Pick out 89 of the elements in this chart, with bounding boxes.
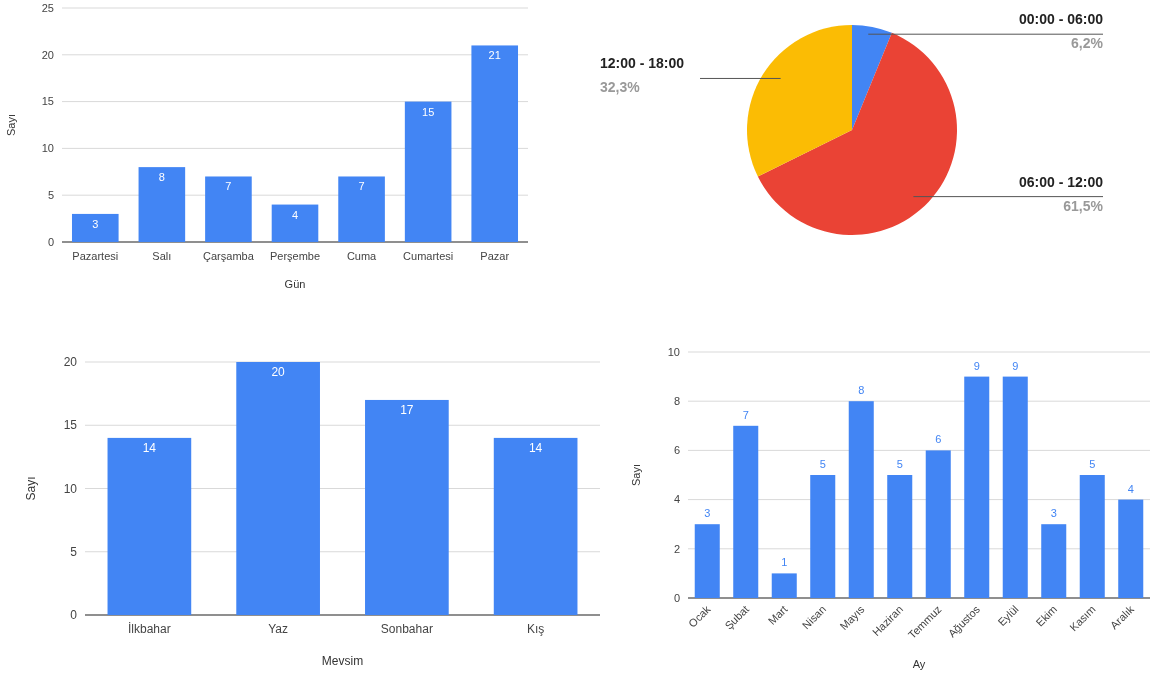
data-label: 14 [142, 440, 157, 455]
data-label: 9 [1012, 359, 1019, 372]
bar [471, 45, 519, 242]
x-tick-label: Sonbahar [380, 622, 433, 636]
x-tick-label: Cumartesi [403, 250, 454, 262]
y-tick-label: 15 [63, 418, 78, 433]
y-tick-label: 20 [63, 355, 78, 370]
bar [694, 524, 720, 598]
bar [1041, 524, 1067, 598]
bar [848, 401, 874, 598]
bar [71, 213, 119, 242]
x-axis-title: Gün [284, 278, 306, 290]
y-axis-title: Sayı [24, 476, 38, 501]
data-label: 5 [896, 458, 903, 470]
y-tick-label: 25 [41, 1, 54, 14]
y-tick-label: 0 [673, 591, 680, 604]
data-label: 4 [291, 208, 299, 221]
bar [236, 362, 320, 615]
data-label: 5 [1089, 458, 1096, 470]
x-tick-label: Salı [152, 250, 172, 262]
data-label: 9 [973, 359, 980, 372]
bar [1118, 499, 1144, 598]
y-tick-label: 0 [47, 235, 54, 248]
data-label: 3 [1050, 507, 1057, 520]
data-label: 1 [781, 556, 788, 569]
data-label: 6,2% [1071, 35, 1104, 52]
bar [404, 101, 452, 242]
data-label: 7 [742, 408, 749, 421]
y-tick-label: 10 [41, 142, 54, 155]
pie-slice [747, 25, 852, 177]
bar [733, 425, 759, 598]
data-label: 5 [819, 458, 826, 470]
bar [887, 475, 913, 598]
bar [771, 573, 797, 598]
y-axis-title: Sayı [630, 463, 642, 487]
y-tick-label: 10 [63, 481, 78, 496]
data-label: 8 [858, 384, 865, 397]
bar [1079, 475, 1105, 598]
bar [205, 176, 252, 242]
x-tick-label: Cuma [346, 250, 378, 262]
y-tick-label: 2 [673, 542, 680, 555]
data-label: 3 [704, 507, 711, 520]
x-tick-label: Pazar [480, 250, 510, 262]
data-label: 7 [225, 180, 232, 193]
data-label: 7 [358, 180, 365, 193]
x-tick-label: Pazartesi [72, 250, 119, 262]
data-label: 3 [92, 217, 99, 230]
data-label: 8 [158, 171, 165, 184]
data-label: 6 [935, 433, 942, 446]
bar [365, 399, 449, 615]
data-label: 20 [271, 365, 286, 379]
y-tick-label: 6 [673, 444, 680, 457]
y-tick-label: 0 [70, 608, 78, 623]
bar [964, 376, 990, 598]
pie-slice [757, 32, 957, 235]
data-label: 17 [400, 402, 414, 417]
bar [810, 475, 836, 598]
x-tick-label: Çarşamba [203, 250, 255, 262]
pie-slice [852, 25, 892, 130]
slice-label: 00:00 - 06:00 [1018, 11, 1104, 28]
data-label: 4 [1127, 482, 1134, 495]
bar [138, 167, 186, 242]
y-tick-label: 5 [70, 544, 78, 559]
x-tick-label: Yaz [268, 622, 289, 636]
data-label: 32,3% [600, 79, 641, 96]
y-tick-label: 8 [673, 395, 680, 408]
bar [107, 437, 192, 615]
bar [1002, 376, 1028, 598]
bar [271, 204, 319, 242]
y-tick-label: 15 [41, 95, 54, 108]
slice-label: 12:00 - 18:00 [600, 55, 685, 72]
slice-label: 06:00 - 12:00 [1018, 173, 1104, 190]
y-tick-label: 4 [673, 493, 680, 506]
bar [338, 176, 385, 242]
x-tick-label: İlkbahar [128, 622, 171, 636]
y-tick-label: 5 [47, 189, 54, 202]
data-label: 21 [488, 49, 501, 62]
y-axis-title: Sayı [5, 113, 17, 137]
x-axis-title: Mevsim [321, 654, 364, 668]
bar [925, 450, 951, 598]
y-tick-label: 10 [667, 345, 680, 358]
x-tick-label: Perşembe [269, 250, 321, 262]
y-tick-label: 20 [41, 48, 54, 61]
data-label: 61,5% [1063, 197, 1104, 214]
data-label: 15 [422, 105, 435, 118]
x-tick-label: Kış [526, 622, 545, 636]
bar [493, 437, 578, 615]
x-axis-title: Ay [912, 658, 926, 670]
data-label: 14 [528, 440, 543, 455]
